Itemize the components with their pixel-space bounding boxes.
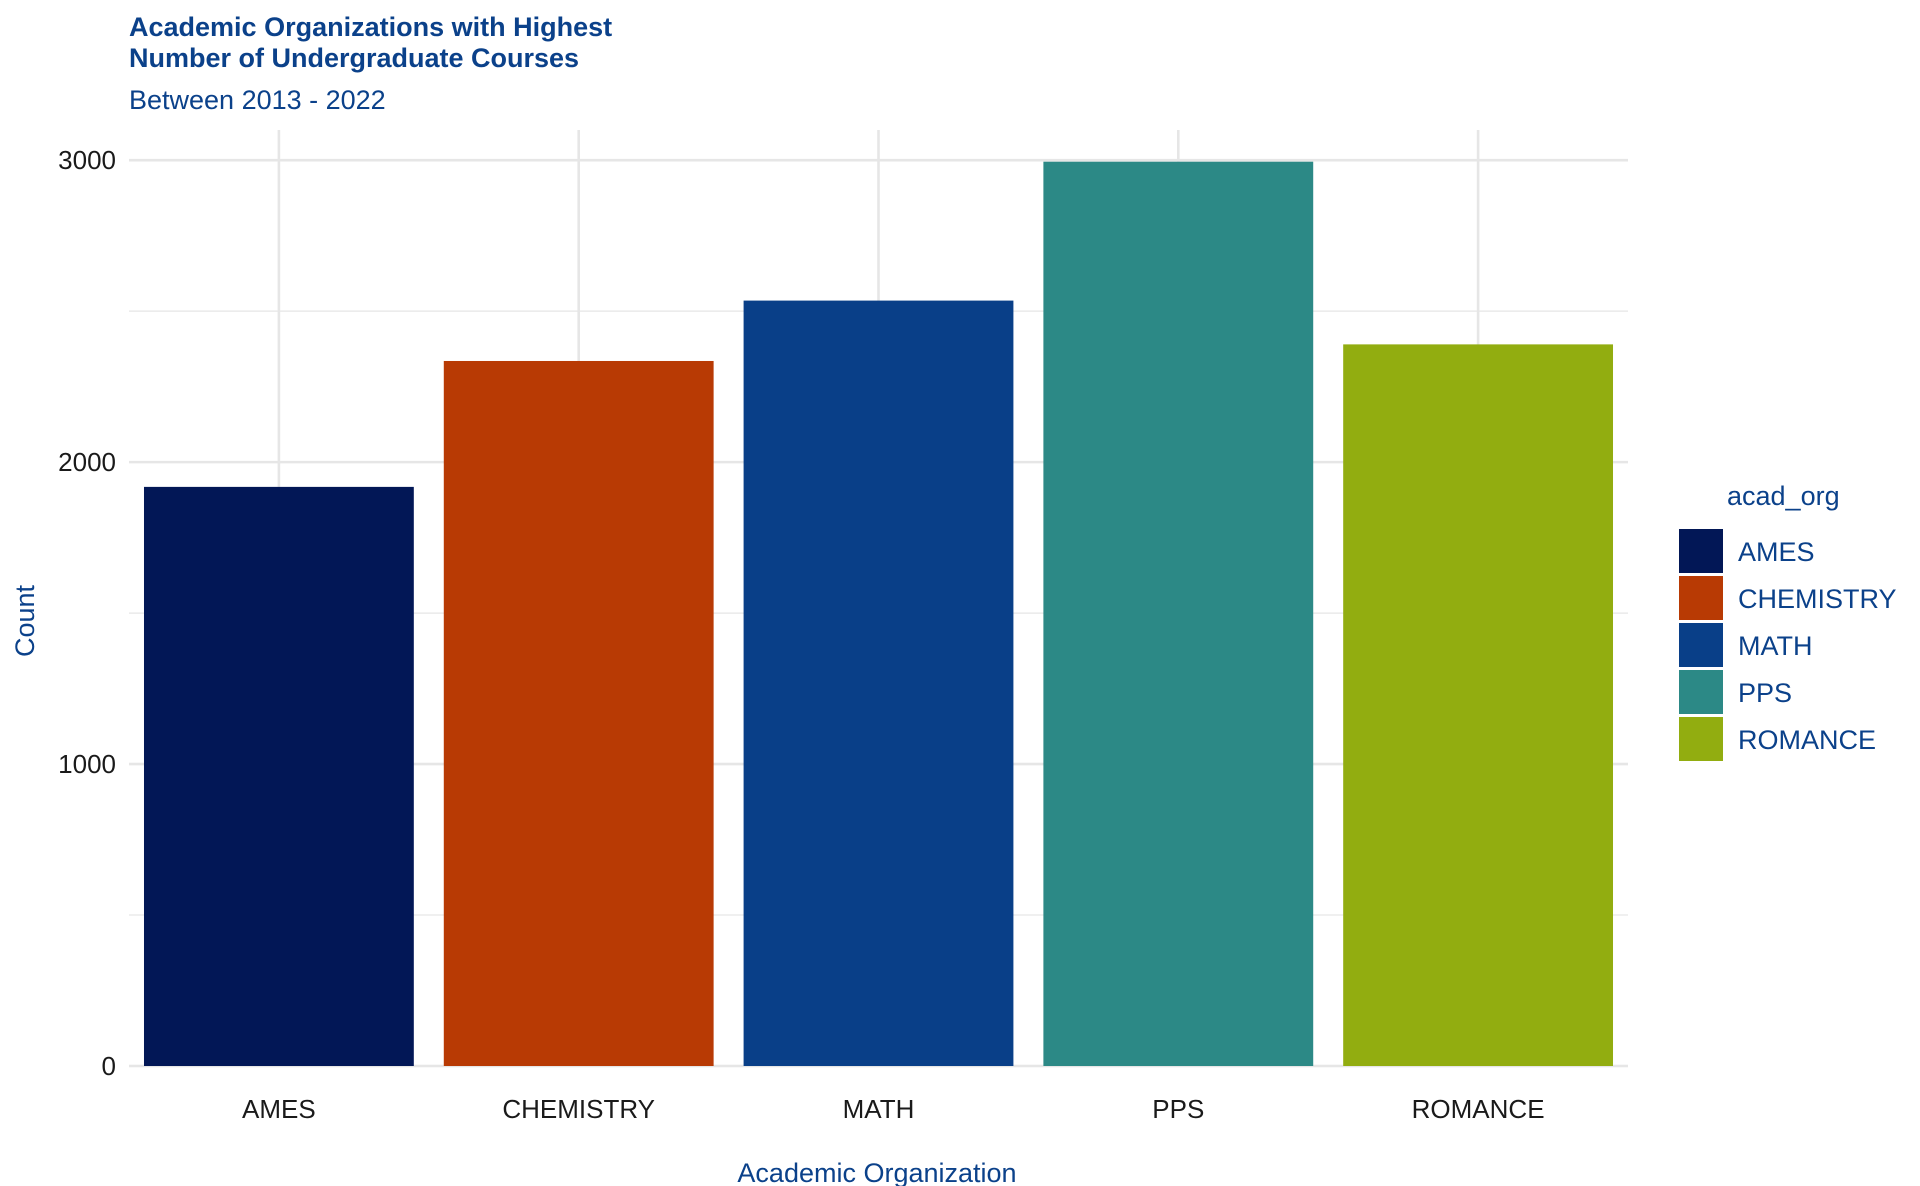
legend-label-math: MATH xyxy=(1738,631,1813,661)
x-tick-label: ROMANCE xyxy=(1412,1094,1545,1124)
x-axis-title: Academic Organization xyxy=(737,1158,1016,1186)
legend-key-chemistry xyxy=(1679,576,1723,620)
y-tick-label: 3000 xyxy=(58,145,116,175)
legend-label-pps: PPS xyxy=(1738,678,1792,708)
legend-key-romance xyxy=(1679,717,1723,761)
chart-subtitle: Between 2013 - 2022 xyxy=(129,85,386,115)
chart-title-line-1: Academic Organizations with Highest xyxy=(129,12,612,42)
bars xyxy=(143,161,1614,1067)
y-tick-label: 0 xyxy=(102,1051,116,1081)
legend-label-chemistry: CHEMISTRY xyxy=(1738,584,1897,614)
x-tick-label: MATH xyxy=(843,1094,915,1124)
legend-title: acad_org xyxy=(1727,481,1840,511)
chart-title: Academic Organizations with Highest Numb… xyxy=(129,12,620,73)
x-tick-labels: AMES CHEMISTRY MATH PPS ROMANCE xyxy=(242,1094,1544,1124)
legend-key-math xyxy=(1679,623,1723,667)
x-tick-label: AMES xyxy=(242,1094,316,1124)
bar-math xyxy=(743,300,1014,1067)
x-tick-label: CHEMISTRY xyxy=(502,1094,655,1124)
legend-items: AMES CHEMISTRY MATH PPS ROMANCE xyxy=(1679,529,1897,761)
chart-title-line-2: Number of Undergraduate Courses xyxy=(129,43,579,73)
bar-romance xyxy=(1343,344,1614,1066)
bar-pps xyxy=(1043,161,1314,1066)
x-tick-label: PPS xyxy=(1152,1094,1204,1124)
legend-key-ames xyxy=(1679,529,1723,573)
legend-label-ames: AMES xyxy=(1738,537,1815,567)
y-axis-title: Count xyxy=(10,584,40,657)
legend: acad_org AMES CHEMISTRY MATH PPS ROMANCE xyxy=(1679,481,1897,761)
bar-ames xyxy=(143,486,414,1066)
legend-key-pps xyxy=(1679,670,1723,714)
y-tick-labels: 0 1000 2000 3000 xyxy=(58,145,116,1081)
legend-label-romance: ROMANCE xyxy=(1738,725,1876,755)
y-tick-label: 2000 xyxy=(58,447,116,477)
bar-chemistry xyxy=(443,360,714,1066)
y-tick-label: 1000 xyxy=(58,749,116,779)
